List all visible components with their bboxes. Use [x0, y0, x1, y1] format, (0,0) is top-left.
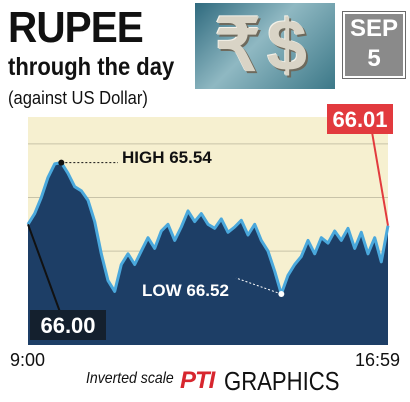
- open-value-box: [30, 310, 106, 340]
- close-value-box: [327, 104, 393, 134]
- chart-title: RUPEE: [8, 3, 144, 52]
- x-tick-label: 16:59: [355, 350, 400, 370]
- currency-note: (against US Dollar): [8, 88, 148, 108]
- inverted-scale-note: Inverted scale: [86, 370, 174, 387]
- rupee-area: [28, 162, 388, 345]
- chart-subtitle: through the day: [8, 53, 175, 81]
- open-value-label: 66.00: [40, 313, 95, 338]
- low-leader: [235, 277, 282, 295]
- rupee-line: [26, 161, 390, 296]
- close-leader: [371, 131, 389, 226]
- currency-illustration: ₹ $: [195, 3, 335, 89]
- date-month: SEP: [349, 15, 399, 42]
- open-leader: [27, 223, 61, 313]
- dollar-sign-icon: $: [267, 6, 308, 86]
- date-badge: SEP 5: [342, 11, 406, 79]
- annotations: HIGH 65.54 LOW 66.52 66.00 66.01: [27, 104, 393, 340]
- low-label: LOW 66.52: [142, 281, 229, 300]
- graphics-label: GRAPHICS: [224, 366, 340, 396]
- x-tick-label: 9:00: [10, 350, 45, 370]
- high-label: HIGH 65.54: [122, 148, 212, 167]
- date-day: 5: [367, 45, 381, 72]
- close-value-label: 66.01: [332, 107, 387, 132]
- pti-logo: PTI: [180, 367, 215, 394]
- high-marker: [58, 159, 65, 166]
- rupee-sign-icon: ₹: [215, 6, 261, 86]
